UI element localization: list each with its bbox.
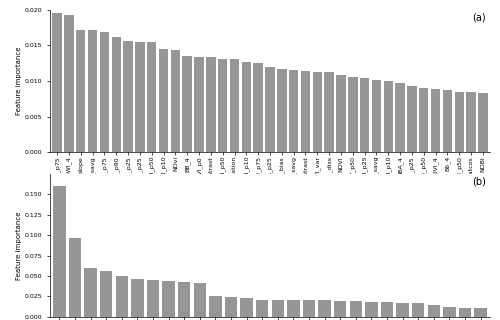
Bar (178, 282, 190, 317)
Bar (254, 63, 263, 153)
Bar (147, 42, 156, 153)
Bar (431, 89, 440, 153)
Bar (478, 93, 488, 153)
Bar (124, 41, 133, 153)
Bar (350, 301, 362, 317)
Bar (116, 276, 128, 317)
Bar (454, 92, 464, 153)
Y-axis label: Feature importance: Feature importance (16, 211, 22, 280)
Bar (287, 300, 300, 317)
Bar (84, 268, 97, 317)
Bar (76, 30, 86, 153)
Bar (256, 300, 268, 317)
Bar (240, 298, 253, 317)
Bar (225, 297, 237, 317)
Bar (112, 37, 121, 153)
Bar (162, 281, 175, 317)
Bar (100, 271, 112, 317)
Bar (206, 57, 216, 153)
Bar (336, 75, 345, 153)
Bar (365, 302, 378, 317)
Bar (412, 303, 424, 317)
Bar (466, 92, 476, 153)
Bar (194, 57, 204, 153)
Y-axis label: Feature importance: Feature importance (16, 47, 22, 115)
Bar (277, 69, 286, 153)
Bar (312, 72, 322, 153)
Bar (242, 62, 251, 153)
Bar (474, 308, 487, 317)
Bar (428, 305, 440, 317)
Bar (68, 238, 81, 317)
Bar (135, 42, 144, 153)
Bar (372, 80, 381, 153)
Bar (131, 279, 143, 317)
Bar (146, 280, 159, 317)
Text: (a): (a) (472, 12, 486, 22)
Bar (100, 32, 109, 153)
Bar (303, 300, 315, 317)
Bar (407, 86, 416, 153)
Bar (289, 70, 298, 153)
Bar (230, 59, 239, 153)
Bar (218, 59, 228, 153)
Bar (396, 303, 409, 317)
Bar (272, 300, 284, 317)
Bar (53, 186, 66, 317)
Bar (182, 56, 192, 153)
Bar (334, 301, 346, 317)
Bar (64, 15, 74, 153)
Bar (396, 83, 405, 153)
Bar (443, 307, 456, 317)
Bar (52, 13, 62, 153)
Bar (360, 78, 370, 153)
Bar (266, 68, 274, 153)
Bar (159, 49, 168, 153)
Bar (88, 30, 98, 153)
Bar (170, 50, 180, 153)
Bar (318, 300, 331, 317)
Bar (209, 296, 222, 317)
Bar (348, 77, 358, 153)
Bar (419, 88, 428, 153)
Bar (459, 308, 471, 317)
Bar (324, 72, 334, 153)
Text: (b): (b) (472, 177, 486, 187)
Bar (381, 302, 394, 317)
Bar (194, 283, 206, 317)
Bar (384, 81, 393, 153)
Bar (301, 71, 310, 153)
Bar (442, 90, 452, 153)
